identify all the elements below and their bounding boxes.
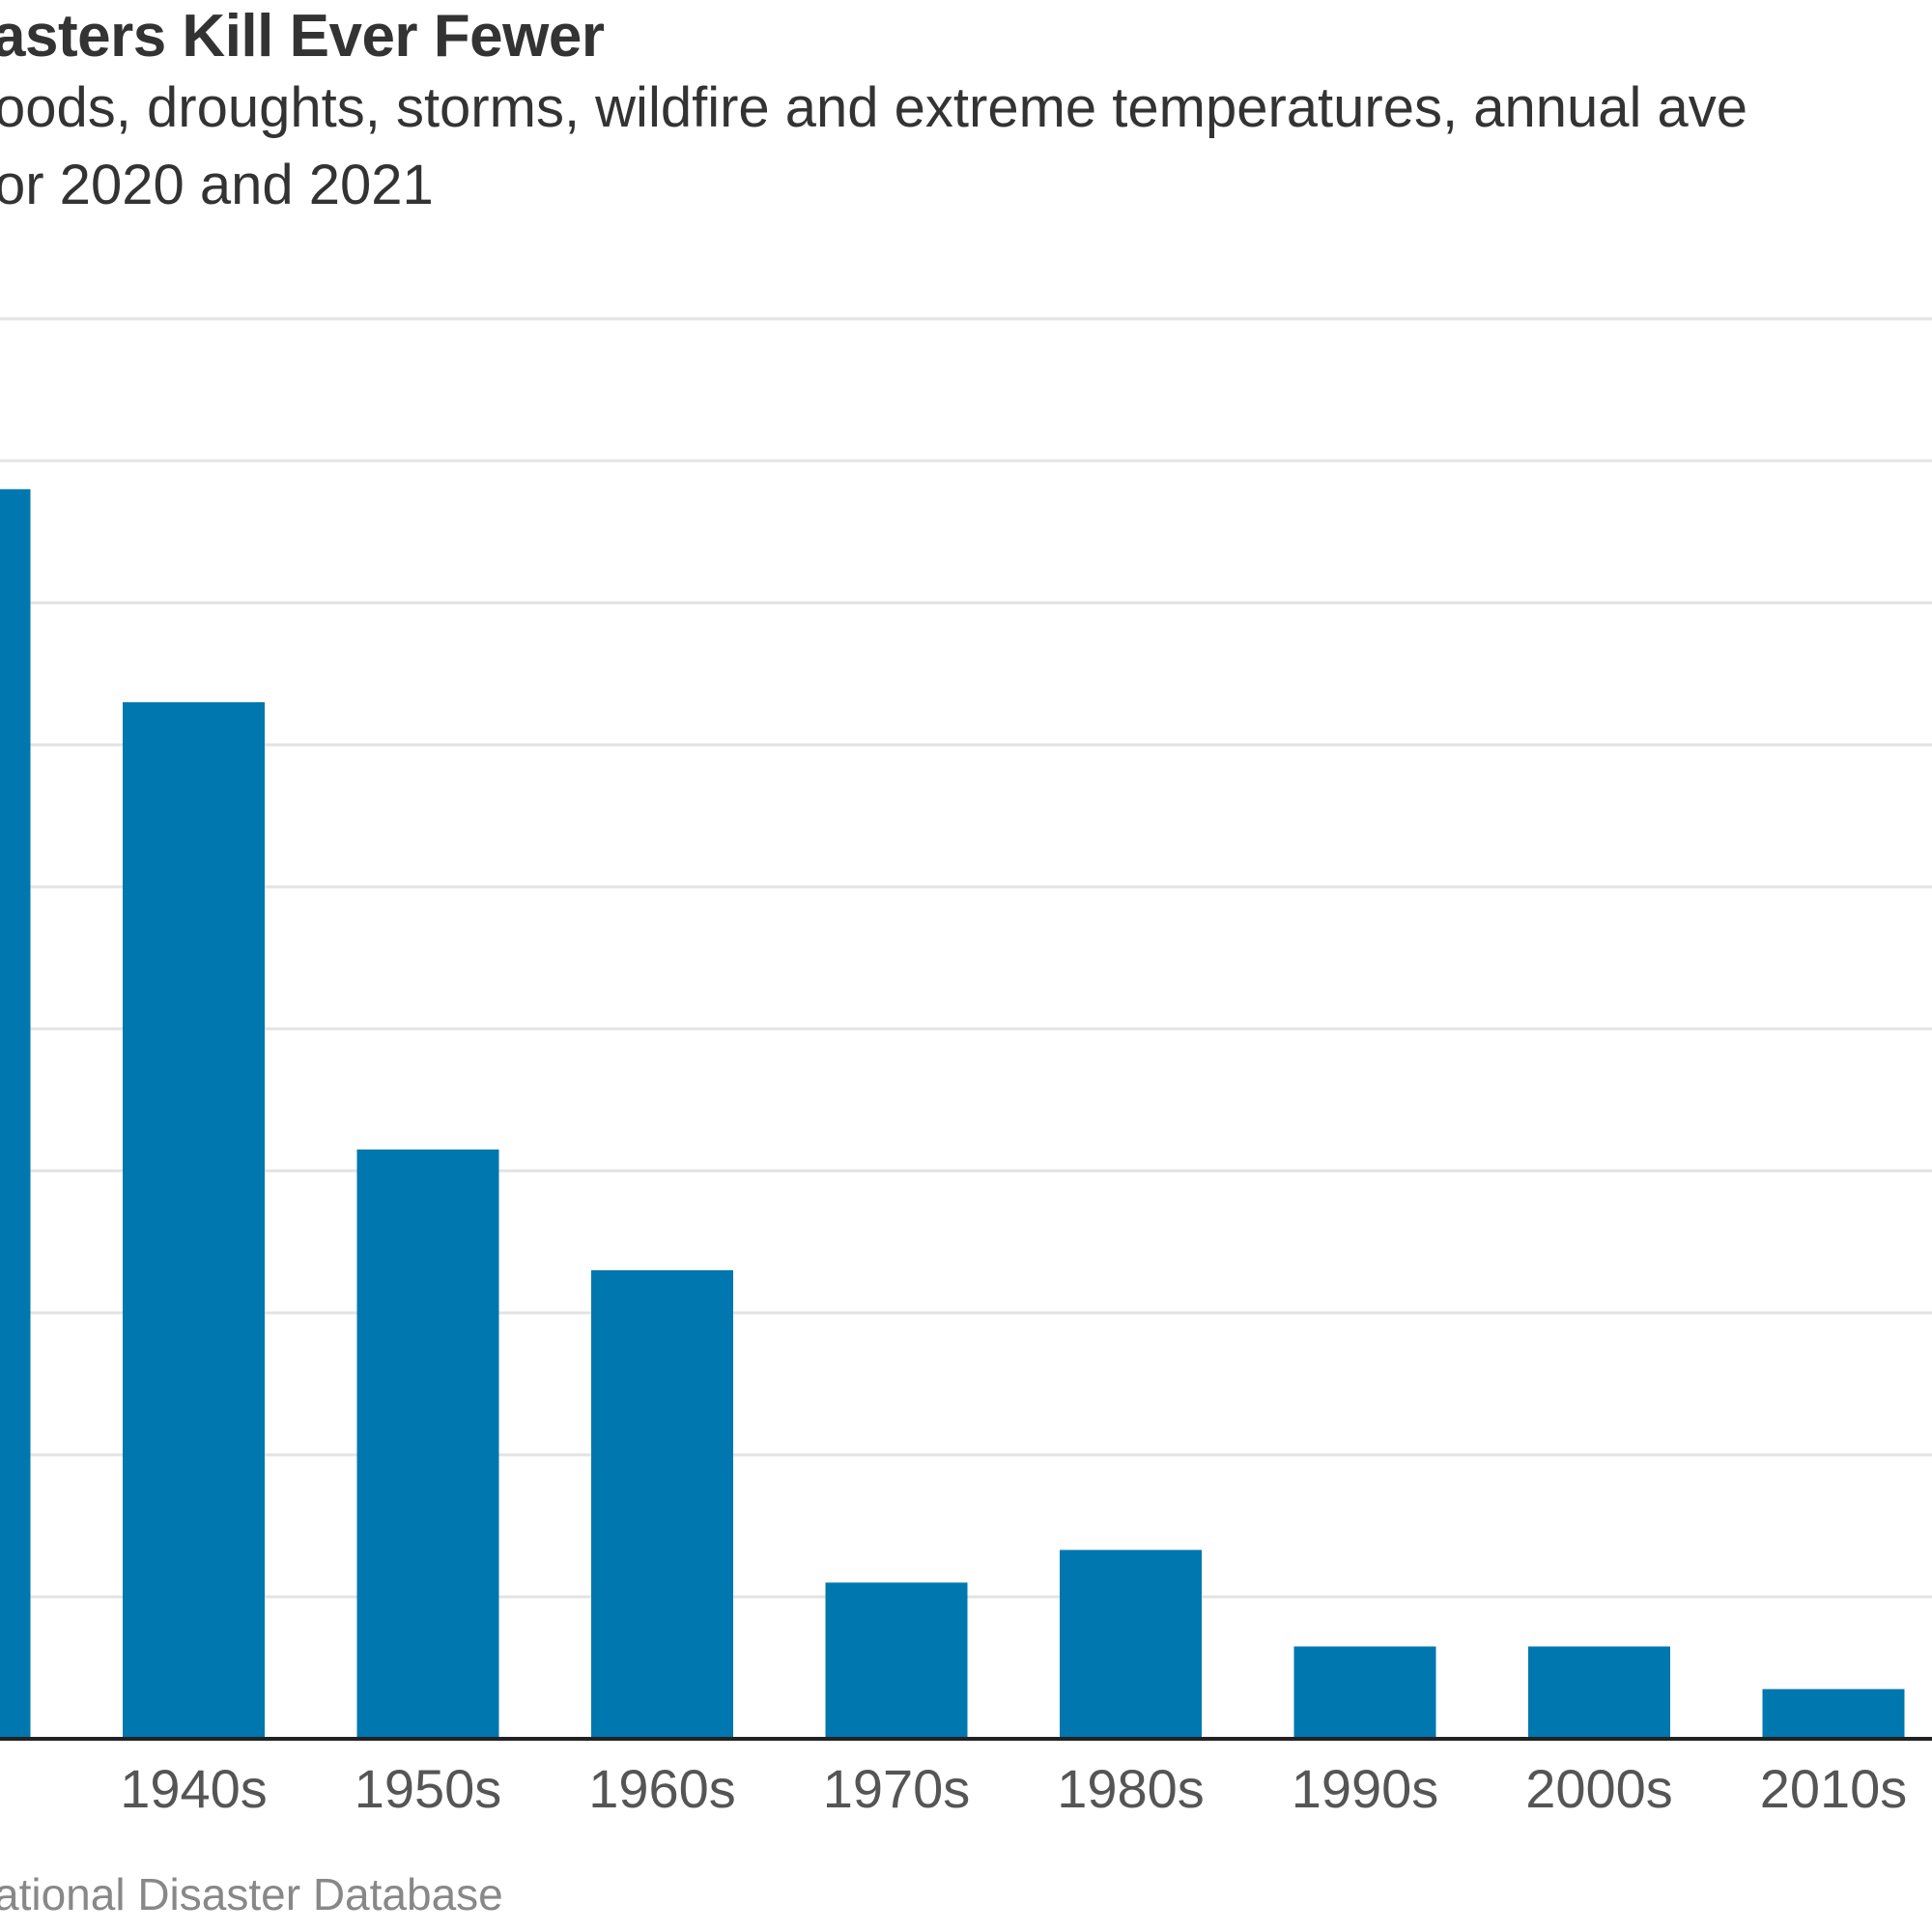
bar-1990s	[1293, 1646, 1436, 1739]
bar-2010s	[1762, 1689, 1905, 1739]
x-tick-label-1950s: 1950s	[355, 1758, 502, 1819]
source-note: ational Disaster Database	[0, 1869, 503, 1919]
x-tick-label-2010s: 2010s	[1760, 1758, 1908, 1819]
gridlines	[0, 317, 1932, 1599]
x-tick-label-2000s: 2000s	[1525, 1758, 1673, 1819]
bar-1980s	[1060, 1549, 1202, 1739]
bar-2000s	[1528, 1646, 1670, 1739]
x-tick-label-1960s: 1960s	[588, 1758, 736, 1819]
x-tick-label-1990s: 1990s	[1292, 1758, 1439, 1819]
chart-subtitle-line-1: oods, droughts, storms, wildfire and ext…	[0, 76, 1748, 139]
bar-1970s	[825, 1582, 968, 1739]
bars	[0, 489, 1905, 1739]
x-tick-label-1980s: 1980s	[1057, 1758, 1205, 1819]
chart-subtitle-line-2: or 2020 and 2021	[0, 154, 434, 216]
bar-1940s	[123, 701, 265, 1739]
bar-1960s	[591, 1269, 733, 1739]
x-tick-label-1970s: 1970s	[823, 1758, 971, 1819]
x-tick-labels: s1940s1950s1960s1970s1980s1990s2000s2010…	[120, 1758, 1908, 1819]
x-tick-label-1940s: 1940s	[120, 1758, 268, 1819]
bar-s	[0, 489, 31, 1739]
bar-1950s	[356, 1149, 499, 1739]
chart-title: asters Kill Ever Fewer	[0, 3, 605, 70]
